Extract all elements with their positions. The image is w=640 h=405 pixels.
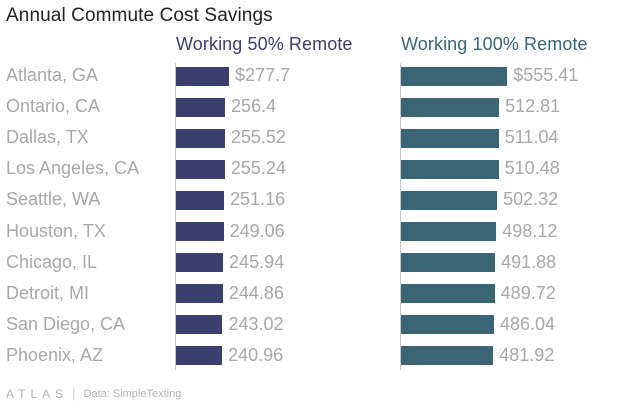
bar-value-label: 511.04 — [504, 127, 559, 148]
bar — [176, 253, 224, 273]
bar — [401, 190, 498, 210]
bar — [176, 284, 223, 304]
category-label: Seattle, WA — [6, 189, 101, 210]
category-label: Ontario, CA — [6, 96, 101, 117]
bar — [401, 315, 494, 335]
data-source: Data: SimpleTexting — [83, 387, 182, 400]
bar-value-label: 240.96 — [228, 344, 284, 365]
category-label: Los Angeles, CA — [6, 158, 140, 179]
bar-value-label: 510.48 — [504, 158, 560, 179]
bar — [176, 346, 223, 366]
category-label: Atlanta, GA — [6, 65, 99, 85]
bar-value-label: 255.52 — [230, 127, 286, 148]
bar-value-label: 502.32 — [503, 189, 559, 210]
bar-value-label: 256.4 — [231, 96, 277, 117]
series-axis-line — [175, 63, 176, 370]
series-axis-line — [400, 63, 401, 370]
bar-value-label: 245.94 — [229, 251, 285, 272]
bar — [401, 253, 496, 273]
footer-separator: | — [72, 386, 76, 401]
bar — [401, 284, 495, 304]
bar — [401, 128, 499, 148]
bar — [176, 190, 225, 210]
bar-value-label: 255.24 — [230, 158, 286, 179]
bar-value-label: 249.06 — [229, 220, 285, 241]
bar-value-label: 486.04 — [499, 313, 556, 334]
bar — [401, 222, 497, 241]
bar-value-label: 498.12 — [502, 220, 558, 241]
category-label: Phoenix, AZ — [6, 344, 104, 365]
bar — [176, 66, 230, 86]
footer: ATLAS | Data: SimpleTexting — [6, 386, 181, 401]
bar — [401, 159, 499, 179]
bar-value-label: 243.02 — [228, 313, 284, 334]
bar-value-label: 489.72 — [500, 282, 556, 303]
category-label: Dallas, TX — [6, 127, 89, 148]
bar-value-label: $277.7 — [235, 65, 291, 85]
atlas-logo: ATLAS — [6, 386, 69, 401]
bar-value-label: 512.81 — [505, 96, 561, 117]
bar — [176, 222, 224, 241]
bar — [176, 97, 226, 117]
chart-title: Annual Commute Cost Savings — [6, 5, 273, 26]
bar — [401, 346, 494, 366]
bar — [401, 97, 500, 117]
category-label: Chicago, IL — [6, 251, 98, 272]
series-header: Working 100% Remote — [401, 34, 588, 54]
bar — [401, 66, 508, 86]
bar-value-label: 244.86 — [228, 282, 284, 303]
bar-value-label: 481.92 — [499, 344, 555, 365]
series-header: Working 50% Remote — [176, 34, 353, 54]
bar-value-label: 251.16 — [230, 189, 286, 210]
bar — [176, 315, 223, 335]
bar — [176, 159, 225, 179]
category-label: Houston, TX — [6, 220, 106, 241]
category-label: San Diego, CA — [6, 313, 126, 334]
category-label: Detroit, MI — [6, 282, 90, 303]
bar-value-label: 491.88 — [501, 251, 557, 272]
bar — [176, 128, 225, 148]
bar-value-label: $555.41 — [513, 65, 579, 85]
